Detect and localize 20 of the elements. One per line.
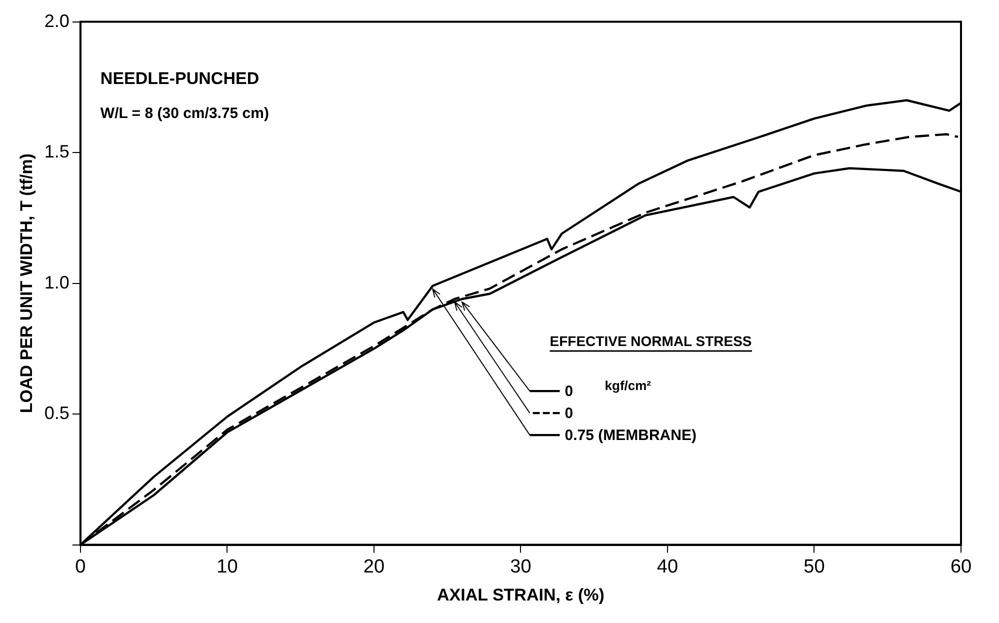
x-tick-label: 50 bbox=[804, 556, 825, 578]
y-tick-label: 1.5 bbox=[44, 142, 70, 162]
x-axis-title: AXIAL STRAIN, ε (%) bbox=[437, 585, 604, 604]
y-tick-label: 2.0 bbox=[44, 10, 70, 31]
annotation: W/L = 8 (30 cm/3.75 cm) bbox=[100, 104, 269, 122]
x-tick-label: 10 bbox=[216, 556, 238, 578]
y-axis-title: LOAD PER UNIT WIDTH, T (tf/m) bbox=[16, 153, 36, 414]
y-tick-label: 1.0 bbox=[44, 272, 70, 292]
x-tick-label: 60 bbox=[950, 556, 972, 578]
legend-title: EFFECTIVE NORMAL STRESS bbox=[550, 333, 752, 350]
legend-label: 0.75 (MEMBRANE) bbox=[564, 427, 696, 444]
legend-label: 0 bbox=[564, 383, 574, 400]
x-tick-label: 0 bbox=[75, 556, 86, 578]
x-tick-label: 40 bbox=[656, 556, 678, 578]
x-tick-label: 20 bbox=[363, 556, 385, 578]
legend-label: 0 bbox=[564, 405, 574, 422]
y-tick-label: 0.5 bbox=[44, 403, 70, 424]
x-tick-label: 30 bbox=[510, 556, 532, 578]
annotation: NEEDLE-PUNCHED bbox=[100, 68, 260, 88]
annotation: kgf/cm² bbox=[604, 378, 652, 394]
